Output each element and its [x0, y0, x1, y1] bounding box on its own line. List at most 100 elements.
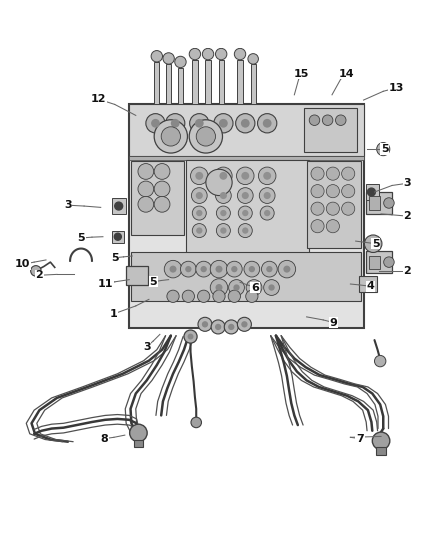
Text: 3: 3	[64, 200, 72, 210]
Circle shape	[170, 265, 177, 273]
Circle shape	[326, 184, 339, 198]
Circle shape	[342, 167, 355, 180]
Text: 14: 14	[338, 69, 354, 79]
Circle shape	[196, 261, 212, 277]
Bar	[251, 64, 256, 103]
Circle shape	[231, 266, 237, 272]
Circle shape	[374, 356, 386, 367]
Circle shape	[189, 120, 223, 153]
Circle shape	[167, 290, 179, 302]
Circle shape	[278, 260, 296, 278]
Circle shape	[237, 317, 251, 332]
Bar	[186, 159, 309, 273]
Circle shape	[171, 119, 180, 128]
Circle shape	[220, 192, 227, 199]
Text: 8: 8	[100, 434, 108, 443]
Circle shape	[164, 260, 182, 278]
Circle shape	[242, 228, 248, 234]
Circle shape	[130, 424, 147, 442]
Circle shape	[283, 265, 290, 273]
Circle shape	[228, 324, 234, 330]
Circle shape	[202, 321, 208, 327]
Circle shape	[238, 206, 252, 220]
Text: 6: 6	[251, 282, 259, 293]
Bar	[129, 103, 364, 328]
Circle shape	[229, 280, 244, 295]
Bar	[376, 447, 386, 455]
Circle shape	[219, 119, 228, 128]
Circle shape	[237, 188, 253, 204]
Circle shape	[241, 119, 250, 128]
Circle shape	[138, 181, 154, 197]
Circle shape	[246, 290, 258, 302]
Circle shape	[309, 115, 320, 125]
Circle shape	[196, 192, 203, 199]
Circle shape	[342, 202, 355, 215]
Circle shape	[190, 114, 209, 133]
Circle shape	[220, 228, 226, 234]
Circle shape	[311, 220, 324, 233]
Circle shape	[258, 114, 277, 133]
Circle shape	[215, 49, 227, 60]
Circle shape	[242, 192, 249, 199]
Circle shape	[264, 280, 279, 295]
Text: 2: 2	[403, 266, 411, 276]
Circle shape	[196, 210, 202, 216]
Bar	[126, 265, 148, 285]
Circle shape	[161, 127, 180, 146]
Circle shape	[198, 290, 210, 302]
Circle shape	[185, 266, 191, 272]
Text: 5: 5	[77, 233, 85, 243]
Bar	[178, 68, 183, 103]
Circle shape	[192, 223, 206, 238]
Bar	[237, 60, 243, 103]
Circle shape	[242, 210, 248, 216]
Circle shape	[268, 285, 275, 290]
Circle shape	[115, 202, 123, 210]
Bar	[366, 184, 379, 200]
Circle shape	[154, 164, 170, 179]
Text: 5: 5	[149, 277, 157, 287]
Circle shape	[326, 220, 339, 233]
Circle shape	[163, 53, 174, 64]
Circle shape	[261, 261, 277, 277]
Circle shape	[215, 265, 223, 273]
Circle shape	[372, 432, 390, 449]
Circle shape	[196, 127, 215, 146]
Circle shape	[236, 114, 255, 133]
Circle shape	[384, 257, 394, 268]
Bar	[131, 160, 184, 235]
Circle shape	[138, 164, 154, 179]
Circle shape	[146, 114, 165, 133]
Circle shape	[210, 260, 228, 278]
Circle shape	[196, 228, 202, 234]
Text: 11: 11	[97, 279, 113, 289]
Text: 3: 3	[403, 178, 411, 188]
Circle shape	[138, 197, 154, 212]
Circle shape	[202, 49, 214, 60]
Bar	[131, 253, 361, 301]
Circle shape	[364, 235, 382, 253]
Circle shape	[211, 320, 225, 334]
Text: 5: 5	[372, 239, 380, 249]
Circle shape	[367, 188, 375, 196]
Circle shape	[263, 119, 272, 128]
Circle shape	[322, 115, 333, 125]
Circle shape	[260, 206, 274, 220]
Circle shape	[244, 261, 260, 277]
Circle shape	[180, 261, 196, 277]
Circle shape	[216, 206, 230, 220]
Text: 2: 2	[35, 270, 43, 280]
Circle shape	[251, 285, 257, 290]
Bar	[359, 276, 377, 292]
Circle shape	[233, 285, 240, 290]
Circle shape	[187, 334, 194, 340]
Circle shape	[191, 417, 201, 427]
Circle shape	[248, 54, 258, 64]
Circle shape	[215, 188, 231, 204]
Text: 2: 2	[403, 211, 411, 221]
Text: 1: 1	[110, 309, 118, 319]
Text: 3: 3	[143, 342, 151, 352]
Circle shape	[215, 324, 221, 330]
Circle shape	[228, 290, 240, 302]
